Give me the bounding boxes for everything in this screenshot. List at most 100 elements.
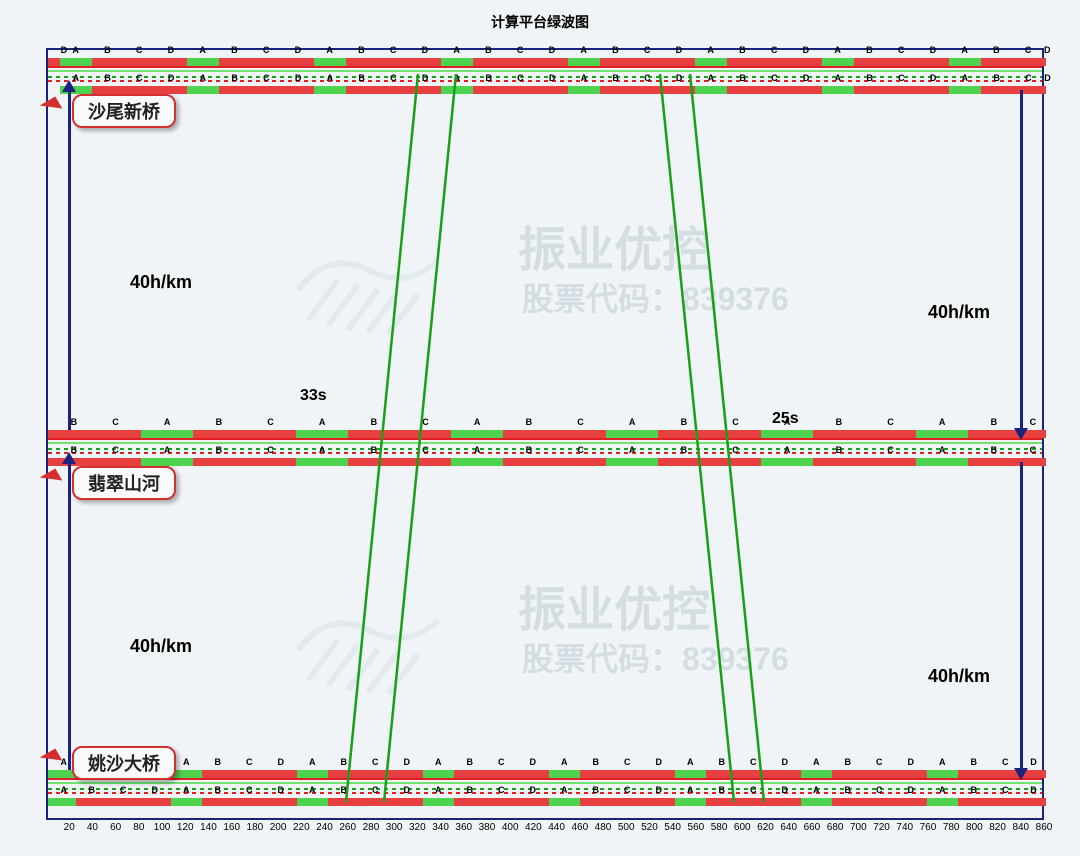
chart-title: 计算平台绿波图 — [0, 0, 1080, 40]
phase-segment: C — [885, 58, 917, 66]
phase-letter: A — [314, 74, 346, 82]
intersection-green-line — [48, 70, 1042, 72]
phase-segment: B — [76, 798, 108, 806]
phase-segment: D — [769, 798, 801, 806]
x-tick: 820 — [989, 822, 1006, 833]
phase-letter: B — [454, 786, 486, 794]
phase-segment: A — [171, 798, 203, 806]
phase-letter: C — [1020, 418, 1046, 426]
phase-segment: C — [738, 798, 770, 806]
phase-segment: A — [695, 58, 727, 66]
phase-row-bottom: BCABCABCABCABCABCABC — [48, 458, 1042, 466]
phase-letter: A — [141, 418, 193, 426]
phase-segment: B — [580, 798, 612, 806]
watermark: 振业优控 — [518, 210, 710, 280]
chart-frame: 振业优控股票代码：839376振业优控股票代码：839376DABCDABCDA… — [46, 48, 1044, 820]
phase-letter: A — [801, 786, 833, 794]
x-tick: 520 — [641, 822, 658, 833]
phase-segment: B — [202, 770, 234, 778]
phase-segment: A — [822, 58, 854, 66]
phase-letter: B — [346, 46, 378, 54]
phase-letter: C — [486, 758, 518, 766]
phase-segment: A — [187, 86, 219, 94]
phase-segment: D — [790, 86, 822, 94]
phase-letter: D — [155, 74, 187, 82]
phase-letter: B — [76, 786, 108, 794]
phase-segment: B — [219, 86, 251, 94]
phase-letter: C — [631, 46, 663, 54]
phase-letter: B — [958, 758, 990, 766]
phase-segment: D — [895, 798, 927, 806]
phase-letter: B — [454, 758, 486, 766]
x-tick: 240 — [316, 822, 333, 833]
phase-letter: C — [759, 74, 791, 82]
phase-segment: D — [536, 58, 568, 66]
phase-segment: D — [1044, 86, 1046, 94]
phase-letter: A — [296, 418, 348, 426]
phase-letter: A — [822, 74, 854, 82]
phase-letter: C — [234, 758, 266, 766]
phase-letter: B — [503, 446, 555, 454]
phase-segment: A — [423, 770, 455, 778]
phase-letter: C — [377, 46, 409, 54]
phase-segment: C — [124, 86, 156, 94]
phase-segment: D — [282, 86, 314, 94]
x-tick: 440 — [548, 822, 565, 833]
phase-segment: A — [822, 86, 854, 94]
phase-letter: C — [360, 786, 392, 794]
phase-segment: A — [801, 770, 833, 778]
phase-segment: A — [441, 58, 473, 66]
phase-letter: B — [348, 418, 400, 426]
phase-segment: B — [346, 86, 378, 94]
phase-letter: C — [710, 418, 762, 426]
phase-segment: B — [981, 86, 1013, 94]
phase-segment: D — [391, 798, 423, 806]
phase-letter: A — [441, 74, 473, 82]
phase-letter: D — [139, 786, 171, 794]
phase-segment: B — [92, 86, 124, 94]
x-tick: 180 — [247, 822, 264, 833]
phase-letter: D — [536, 46, 568, 54]
x-tick: 40 — [87, 822, 98, 833]
x-tick: 320 — [409, 822, 426, 833]
phase-letter: B — [202, 786, 234, 794]
x-tick: 360 — [455, 822, 472, 833]
x-tick: 400 — [502, 822, 519, 833]
phase-segment: D — [643, 770, 675, 778]
phase-letter: D — [409, 74, 441, 82]
phase-letter: A — [801, 758, 833, 766]
phase-segment: C — [1020, 458, 1046, 466]
intersection-label: 沙尾新桥 — [72, 94, 176, 128]
phase-letter: D — [769, 758, 801, 766]
phase-segment: C — [360, 798, 392, 806]
phase-letter: B — [346, 74, 378, 82]
x-tick: 280 — [363, 822, 380, 833]
phase-letter: B — [813, 446, 865, 454]
phase-letter: D — [155, 46, 187, 54]
phase-letter: D — [1021, 758, 1046, 766]
phase-segment: B — [328, 770, 360, 778]
phase-segment: C — [555, 458, 607, 466]
phase-segment: B — [958, 770, 990, 778]
phase-segment: A — [441, 86, 473, 94]
phase-segment: B — [854, 58, 886, 66]
phase-letter: A — [171, 786, 203, 794]
phase-letter: B — [854, 74, 886, 82]
phase-letter: B — [219, 74, 251, 82]
phase-segment: C — [710, 430, 762, 438]
speed-label: 40h/km — [928, 302, 990, 323]
phase-letter: C — [738, 786, 770, 794]
x-tick: 340 — [432, 822, 449, 833]
phase-letter: C — [865, 418, 917, 426]
x-tick: 140 — [200, 822, 217, 833]
phase-letter: D — [265, 786, 297, 794]
phase-segment: A — [423, 798, 455, 806]
phase-letter: C — [555, 418, 607, 426]
phase-segment: C — [245, 458, 297, 466]
x-tick: 500 — [618, 822, 635, 833]
phase-segment: B — [981, 58, 1013, 66]
phase-segment: C — [400, 458, 452, 466]
phase-letter: C — [990, 758, 1022, 766]
phase-segment: C — [251, 86, 283, 94]
phase-letter: B — [473, 46, 505, 54]
